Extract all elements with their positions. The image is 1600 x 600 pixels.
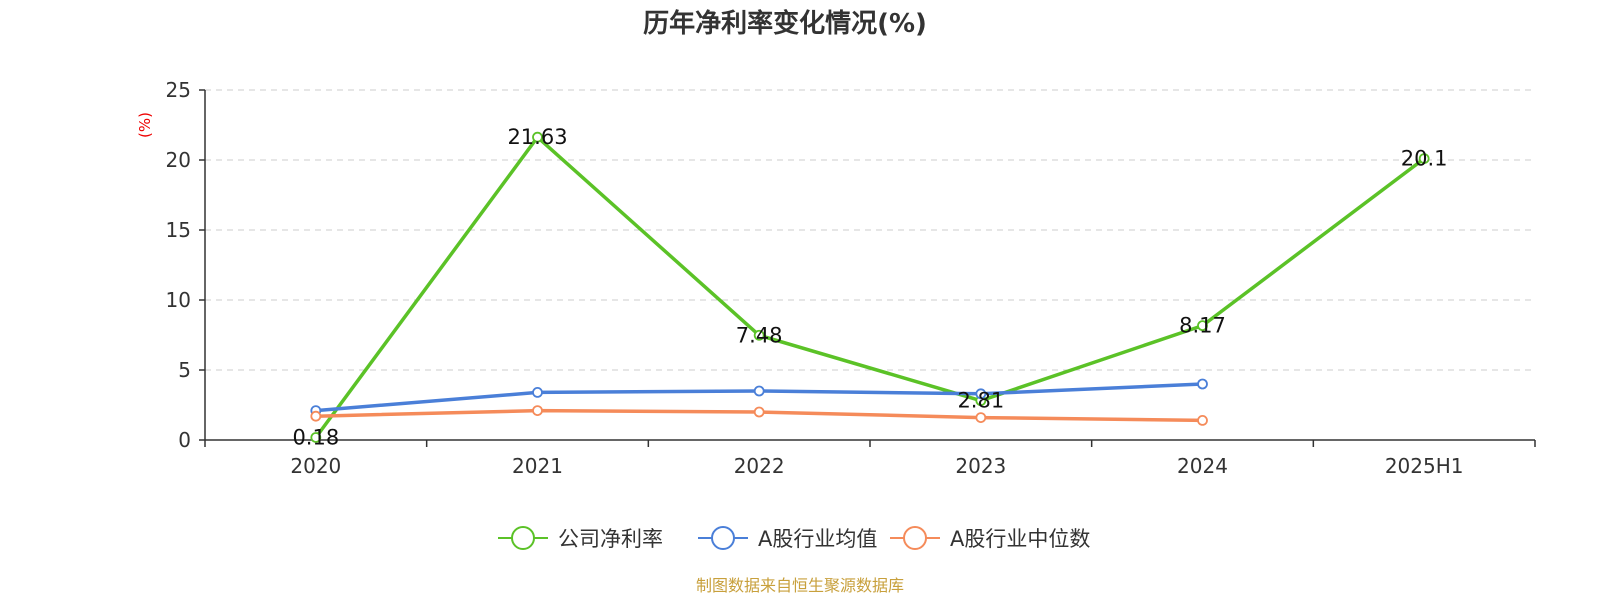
series-line [314,135,1426,439]
data-label: 2.81 [957,389,1004,413]
data-label: 0.18 [292,425,339,449]
data-point [310,410,322,422]
y-tick-label: 5 [178,358,191,382]
data-point [532,405,543,417]
data-label: 7.48 [736,323,783,347]
legend-marker [903,526,927,550]
y-tick-label: 10 [166,288,191,312]
y-tick-label: 0 [178,428,191,452]
y-tick-label: 15 [166,218,191,242]
data-point [753,329,765,341]
x-tick-label: 2021 [512,454,563,478]
data-point [310,432,322,443]
data-point [532,131,543,143]
data-point [1418,153,1430,165]
data-point [1197,414,1208,426]
x-tick-label: 2025H1 [1385,454,1464,478]
data-labels: 0.18 21.63 7.48 2.81 8.17 20.1 [292,125,1447,449]
data-label: 20.1 [1401,147,1448,171]
source-note: 制图数据来自恒生聚源数据库 [696,576,904,595]
legend-marker [511,526,535,550]
legend-marker [711,526,735,550]
x-tick-label: 2020 [290,454,341,478]
data-point [753,406,765,418]
data-point [1197,378,1208,390]
y-axis-unit-label: (%) [136,112,154,138]
data-point [975,388,987,400]
data-point [532,386,543,398]
y-tick-label: 20 [166,148,191,172]
data-point [975,412,987,424]
legend-label: A股行业均值 [758,527,877,551]
x-tick-label: 2022 [734,454,785,478]
y-tick-label: 25 [166,78,191,102]
legend-label: A股行业中位数 [950,527,1090,551]
x-axis-ticks: 2020 2021 2022 2023 2024 2025H1 [204,440,1536,478]
data-label: 21.63 [507,125,567,149]
grid-lines [205,89,1535,371]
data-point [1197,320,1208,332]
legend-label: 公司净利率 [558,527,663,551]
data-point [753,385,765,397]
x-tick-label: 2023 [955,454,1006,478]
x-tick-label: 2024 [1177,454,1228,478]
series-group [310,131,1430,443]
axes [204,90,1535,441]
data-label: 8.17 [1179,314,1226,338]
y-axis-ticks: 0 5 10 15 20 25 [166,78,205,452]
legend: 公司净利率 A股行业均值 A股行业中位数 [498,526,1090,551]
chart-title: 历年净利率变化情况(%) [643,8,927,39]
